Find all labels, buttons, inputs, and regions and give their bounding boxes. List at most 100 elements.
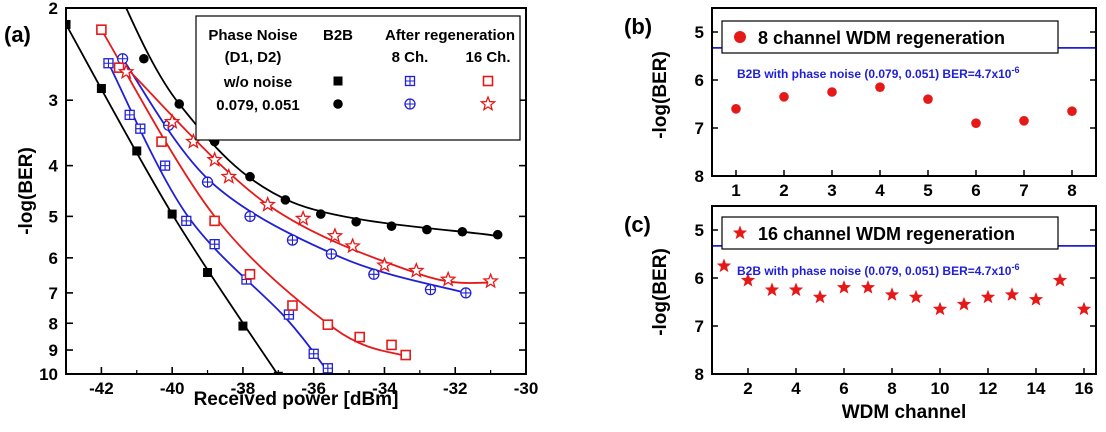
panel-c-point-11 [956, 296, 972, 311]
panel-a-legend: Phase Noise (D1, D2) B2B After regenerat… [195, 15, 521, 141]
point-b2b_nonoise-5-shape [203, 268, 213, 278]
panel-c-point-2-shape [740, 272, 756, 287]
point-regen16_nonoise-10 [400, 349, 411, 361]
legend-header-phase-noise: Phase Noise [208, 27, 297, 44]
panel-c-point-14-shape [1028, 292, 1044, 306]
point-regen16_noise-13 [482, 272, 499, 289]
point-regen8_nonoise-1-cross [103, 58, 113, 68]
point-regen16_noise-9 [344, 237, 361, 254]
panel-c-point-7-shape [860, 280, 876, 294]
point-regen16_nonoise-4 [209, 215, 220, 227]
point-regen8_nonoise-2-cross [125, 110, 135, 120]
point-regen8_nonoise-8-cross [284, 310, 294, 320]
point-regen8_nonoise-10 [322, 363, 333, 374]
panel-c-point-13-shape [1004, 287, 1020, 301]
panel-c-point-1-shape [716, 258, 732, 273]
panel-c-legend-star-shape [732, 225, 748, 240]
point-regen16_noise-5-shape [220, 167, 238, 184]
point-regen16_nonoise-9 [386, 339, 397, 351]
panel-b-legend-box [721, 20, 1059, 54]
panel-c-x-tick-label: 12 [979, 379, 998, 398]
panel-a-x-tick-label: -34 [372, 379, 397, 398]
panel-c-x-tick-label: 8 [887, 379, 896, 398]
panel-a: (a) -42 -40 -38 -36 -34 -32 -30 2 3 4 5 6 7 8 9 10 Rec… [4, 0, 538, 410]
fit-curve-regen8_noise [121, 58, 467, 294]
panel-b-point-6-shape [971, 118, 981, 128]
panel-b-x-tick-label: 6 [971, 181, 980, 200]
panel-c-x-tick-label: 14 [1027, 379, 1046, 398]
point-regen16_noise-2-shape [163, 113, 181, 130]
legend-header-8ch: 8 Ch. [392, 49, 429, 66]
panel-a-y-ticks: 2 3 4 5 6 7 8 9 10 [39, 0, 526, 384]
point-regen16_noise-2 [163, 113, 181, 130]
legend-marker-regen8_noise-cross [405, 99, 415, 109]
legend-marker-regen8_nonoise-cross [405, 76, 415, 86]
panel-c-legend-star [732, 225, 748, 240]
point-regen8_nonoise-6 [209, 239, 220, 250]
panel-b-point-1 [731, 104, 741, 114]
point-b2b_nonoise-1 [66, 19, 71, 29]
panel-a-y-tick-label: 8 [49, 314, 58, 333]
legend-marker-b2b_noise-shape [333, 99, 343, 109]
point-regen8_noise-4-cross [245, 211, 255, 222]
point-b2b_nonoise-1-shape [66, 19, 71, 29]
legend-marker-b2b_nonoise-shape [333, 76, 343, 86]
panel-b-x-tick-label: 7 [1019, 181, 1028, 200]
panel-c-point-16-shape [1076, 301, 1092, 316]
point-regen8_nonoise-6-cross [210, 239, 220, 249]
point-b2b_nonoise-4-shape [167, 209, 177, 219]
point-b2b_noise-8-shape [386, 221, 397, 231]
point-regen16_noise-10-shape [376, 256, 393, 273]
panel-b-label: (b) [624, 14, 652, 39]
panel-c-point-12-shape [980, 289, 996, 304]
point-regen16_nonoise-9-shape [386, 339, 397, 351]
point-regen16_noise-8-shape [326, 227, 344, 244]
legend-header-d1-d2: (D1, D2) [225, 49, 282, 66]
point-b2b_nonoise-3-shape [132, 146, 142, 156]
panel-a-y-tick-label: 7 [49, 284, 58, 303]
panel-b-reference-exponent: -6 [1011, 65, 1019, 75]
point-regen16_noise-5 [220, 167, 238, 184]
point-b2b_noise-9 [422, 224, 432, 235]
point-regen16_nonoise-2-shape [113, 62, 125, 73]
legend-marker-regen16_noise-shape [479, 95, 497, 112]
point-regen16_noise-11 [407, 261, 425, 278]
panel-c-point-6 [836, 280, 852, 294]
point-b2b_nonoise-4 [167, 209, 177, 219]
panel-b-point-2 [779, 92, 789, 102]
panel-b-y-ticks: 5 6 7 8 [695, 23, 1096, 186]
panel-b-plot-area [712, 46, 1096, 128]
point-regen8_nonoise-9 [308, 348, 319, 359]
point-regen16_noise-4 [206, 151, 223, 167]
point-b2b_noise-7 [351, 216, 361, 227]
point-b2b_noise-6 [315, 209, 326, 219]
point-regen8_noise-7-cross [368, 269, 379, 280]
point-b2b_noise-2-shape [174, 99, 185, 109]
point-regen8_noise-5-cross [287, 235, 298, 246]
point-b2b_nonoise-5 [203, 268, 213, 278]
point-b2b_noise-9-shape [422, 224, 432, 235]
panel-b-point-8 [1067, 106, 1077, 116]
fit-curve-regen16_nonoise [100, 29, 407, 358]
point-regen16_noise-1 [117, 63, 135, 80]
point-b2b_noise-4 [245, 171, 255, 182]
panel-c-x-tick-label: 6 [839, 379, 848, 398]
point-regen16_nonoise-2 [113, 62, 125, 73]
point-regen16_noise-6-shape [259, 195, 277, 212]
point-regen16_noise-11-shape [407, 261, 425, 278]
panel-c-x-tick-label: 4 [791, 379, 801, 398]
panel-b-reference-text: B2B with phase noise (0.079, 0.051) BER=… [737, 67, 1012, 81]
points-regen8_noise [116, 53, 472, 299]
point-regen8_noise-6-cross [326, 249, 337, 260]
fit-curve-b2b_noise [125, 8, 495, 237]
point-regen16_nonoise-8 [354, 331, 365, 343]
panel-c-y-axis-label: -log(BER) [650, 248, 671, 336]
panel-b-point-7 [1019, 116, 1029, 126]
panel-c-point-11-shape [956, 296, 972, 311]
point-regen8_nonoise-3-cross [135, 124, 145, 134]
panel-a-legend-box [195, 15, 521, 141]
panel-c-legend-text: 16 channel WDM regeneration [758, 224, 1015, 244]
point-regen16_nonoise-7-shape [322, 319, 334, 330]
point-regen16_nonoise-7 [322, 319, 334, 330]
